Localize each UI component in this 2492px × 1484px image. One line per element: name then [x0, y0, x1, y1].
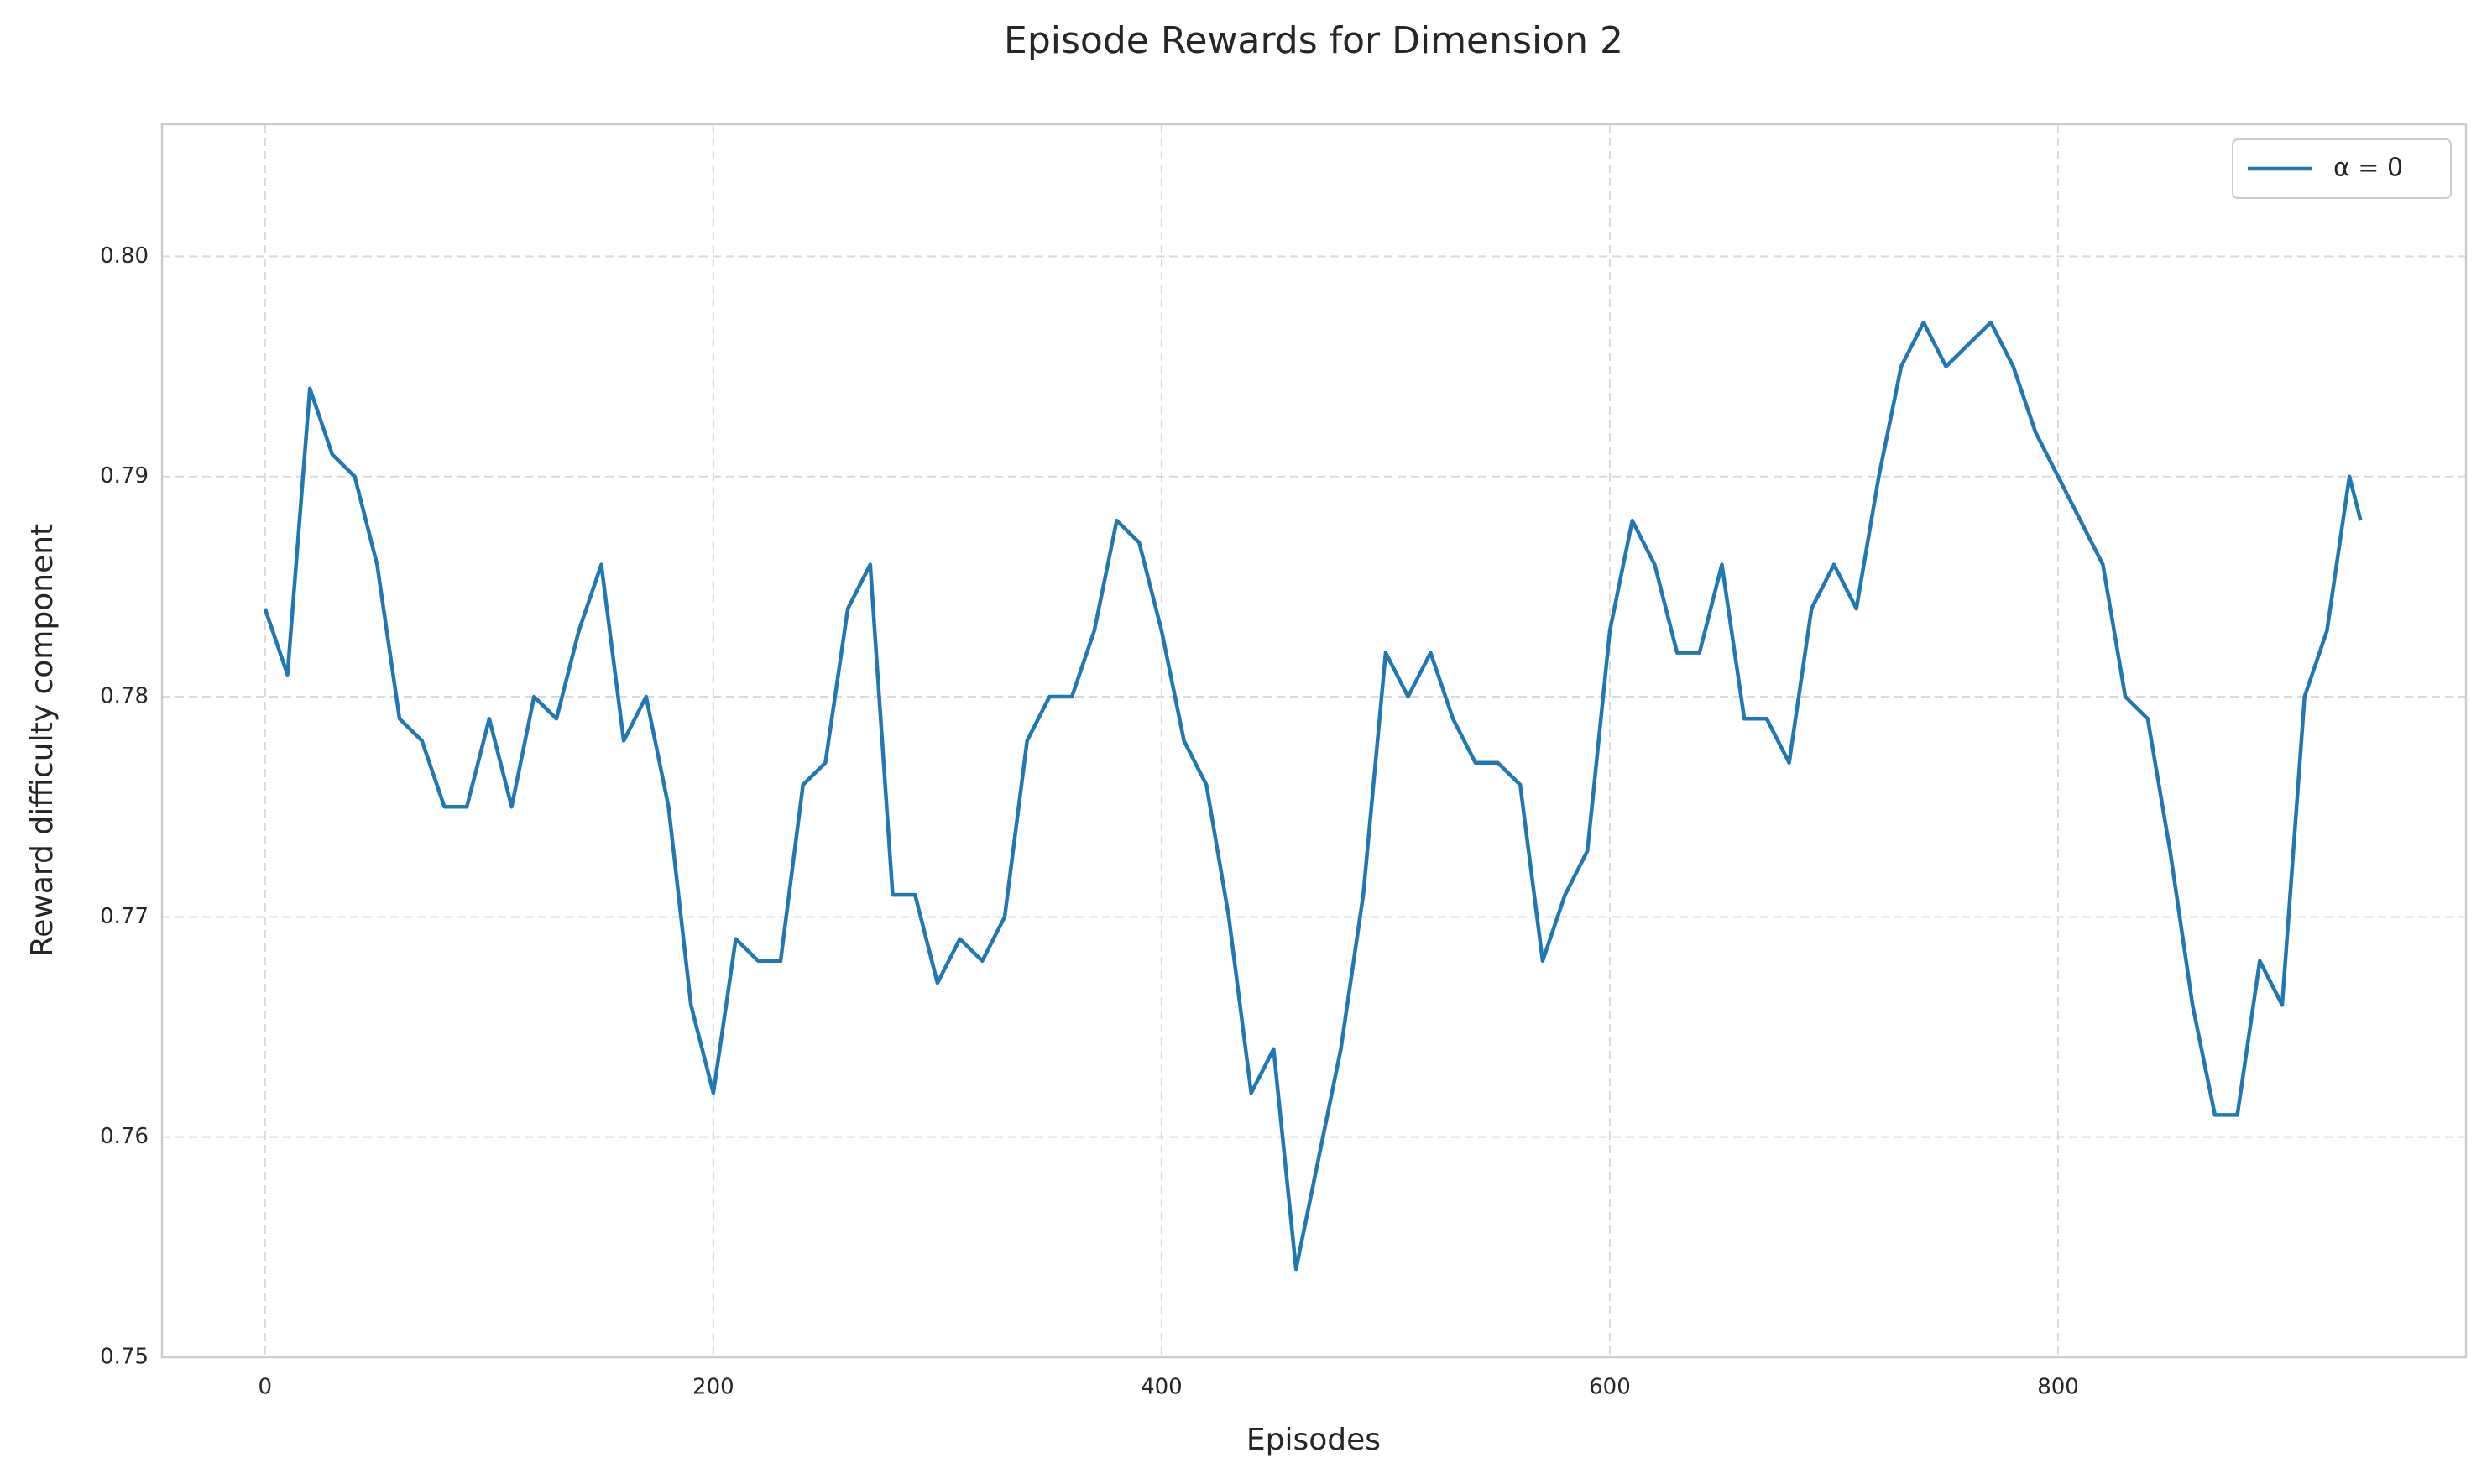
y-tick-label: 0.80	[100, 243, 149, 269]
data-line	[263, 320, 2363, 1272]
x-tick-label: 200	[692, 1375, 734, 1400]
y-tick-label: 0.78	[100, 684, 149, 709]
y-axis-label: Reward difficulty component	[25, 524, 60, 957]
x-tick-label: 800	[2037, 1375, 2079, 1400]
x-tick-label: 600	[1589, 1375, 1631, 1400]
x-tick-label: 400	[1141, 1375, 1183, 1400]
y-tick-label: 0.76	[100, 1124, 149, 1149]
y-tick-label: 0.77	[100, 904, 149, 929]
x-axis-label: Episodes	[1246, 1423, 1381, 1457]
y-tick-label: 0.79	[100, 463, 149, 489]
chart-title: Episode Rewards for Dimension 2	[1004, 19, 1623, 62]
y-tick-label: 0.75	[100, 1345, 149, 1370]
x-tick-label: 0	[259, 1375, 273, 1400]
legend-box	[2232, 138, 2452, 199]
legend-label: α = 0	[2333, 154, 2403, 183]
plot-frame	[160, 123, 2468, 1359]
